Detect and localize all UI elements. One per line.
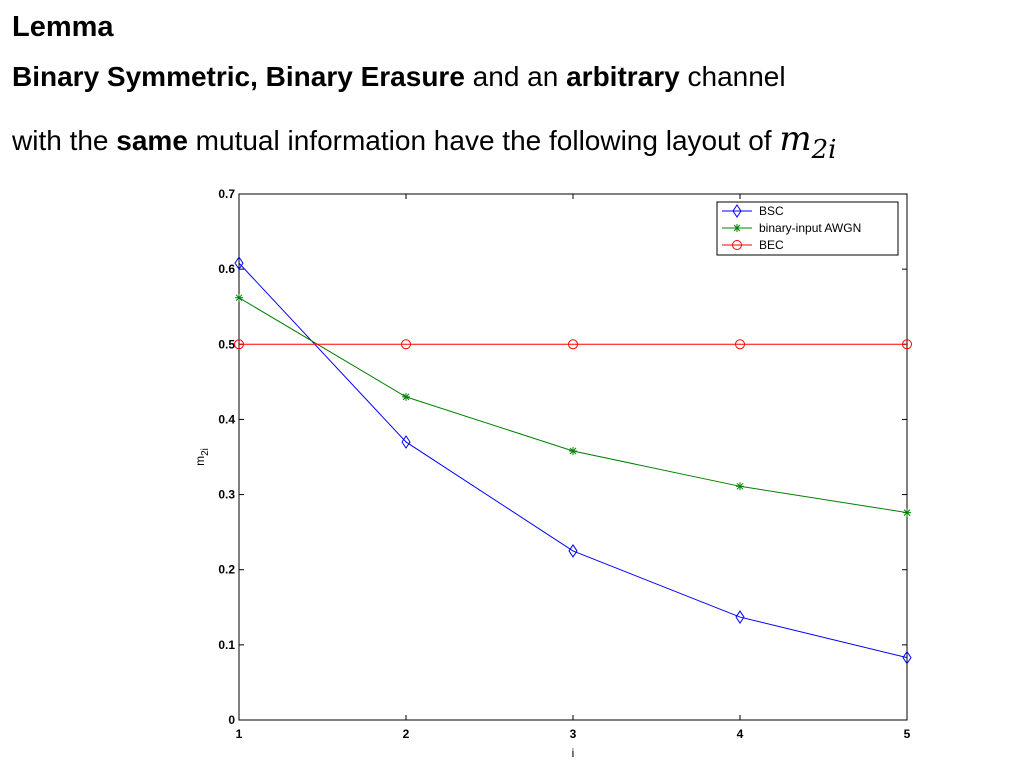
- data-point-star: [736, 482, 744, 491]
- arbitrary-term: arbitrary: [566, 61, 680, 92]
- y-tick-label: 0.6: [218, 262, 235, 276]
- data-point-circle: [568, 339, 578, 350]
- bec-term: Binary Erasure: [265, 61, 465, 92]
- data-point-star: [569, 446, 577, 455]
- slide-heading: Lemma: [12, 11, 114, 43]
- legend-label: binary-input AWGN: [759, 221, 861, 235]
- y-tick-label: 0: [228, 713, 235, 727]
- series-line-diamond: [238, 262, 908, 659]
- data-point-diamond: [401, 435, 411, 449]
- data-point-diamond: [568, 544, 578, 558]
- chart-legend: BSC binary-input AWGN BEC: [716, 201, 899, 256]
- data-point-circle: [234, 339, 244, 350]
- data-point-circle: [401, 339, 411, 350]
- x-axis-label: i: [572, 746, 575, 760]
- line2-lead: with the: [12, 125, 117, 156]
- legend-marker: [732, 204, 742, 218]
- y-tick-label: 0.4: [218, 412, 235, 426]
- line2-body: mutual information have the following la…: [187, 125, 780, 156]
- x-tick-label: 3: [570, 727, 577, 741]
- y-axis-label: m2i: [193, 448, 211, 466]
- plot-area: [238, 193, 908, 721]
- data-point-star: [235, 293, 243, 302]
- y-axis-label-sub: 2i: [200, 448, 211, 456]
- slide-text-line-2: with the same mutual information have th…: [12, 122, 836, 167]
- slide-text-line-1: Binary Symmetric, Binary Erasure and an …: [12, 60, 786, 94]
- legend-items: BSC binary-input AWGN BEC: [722, 204, 861, 252]
- bsc-term: Binary Symmetric,: [12, 61, 258, 92]
- x-tick-label: 4: [737, 727, 744, 741]
- data-point-diamond: [902, 650, 912, 665]
- data-point-star: [402, 392, 410, 401]
- x-tick-label: 5: [904, 727, 911, 741]
- line1-tail: channel: [679, 61, 786, 92]
- legend-marker: [733, 224, 741, 232]
- data-point-diamond: [735, 610, 745, 624]
- y-tick-label: 0.3: [218, 488, 235, 502]
- data-point-circle: [902, 339, 912, 350]
- data-point-star: [903, 508, 911, 517]
- data-point-diamond: [234, 256, 244, 271]
- y-tick-label: 0.1: [218, 638, 235, 652]
- y-axis-label-base: m: [193, 456, 207, 466]
- data-point-circle: [735, 339, 745, 350]
- math-base: m: [779, 119, 812, 159]
- series-markers: [234, 256, 912, 665]
- legend-label: BEC: [759, 238, 784, 252]
- y-tick-label: 0.7: [218, 187, 235, 201]
- line1-connector: and an: [464, 61, 567, 92]
- axes-ticks: 1 2 3 4 5 0 0.1 0.2 0.3 0.4 0.5 0.6 0.7: [218, 187, 910, 741]
- math-m2i: m2i: [779, 119, 836, 165]
- same-term: same: [116, 125, 188, 156]
- x-tick-label: 1: [236, 727, 243, 741]
- y-tick-label: 0.2: [218, 563, 235, 577]
- x-tick-label: 2: [403, 727, 410, 741]
- y-tick-label: 0.5: [218, 337, 235, 351]
- legend-marker: [732, 240, 742, 250]
- legend-label: BSC: [759, 204, 784, 218]
- math-subscript: 2i: [811, 135, 837, 165]
